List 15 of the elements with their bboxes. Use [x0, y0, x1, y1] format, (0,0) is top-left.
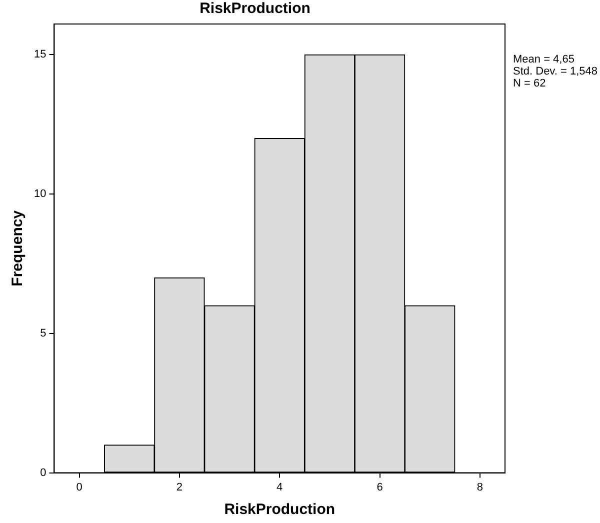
- text: Mean = 4,65: [513, 54, 574, 66]
- y-tick-label: 10: [34, 188, 46, 200]
- x-tick-label: 6: [376, 481, 383, 494]
- x-tick-label: 8: [476, 481, 484, 494]
- x-tick-label: 0: [76, 481, 82, 494]
- y-tick-label: 15: [34, 48, 46, 61]
- x-axis-title: RiskProduction: [224, 501, 336, 518]
- y-axis-title: Frequency: [9, 210, 26, 286]
- x-tick-label: 2: [176, 481, 183, 494]
- y-tick-label: 0: [40, 466, 46, 479]
- y-tick-label: 5: [40, 327, 46, 340]
- text: Std. Dev. = 1,548: [513, 66, 598, 78]
- x-tick-label: 4: [276, 481, 283, 494]
- text: N = 62: [513, 78, 546, 90]
- chart-title: RiskProduction: [200, 0, 310, 18]
